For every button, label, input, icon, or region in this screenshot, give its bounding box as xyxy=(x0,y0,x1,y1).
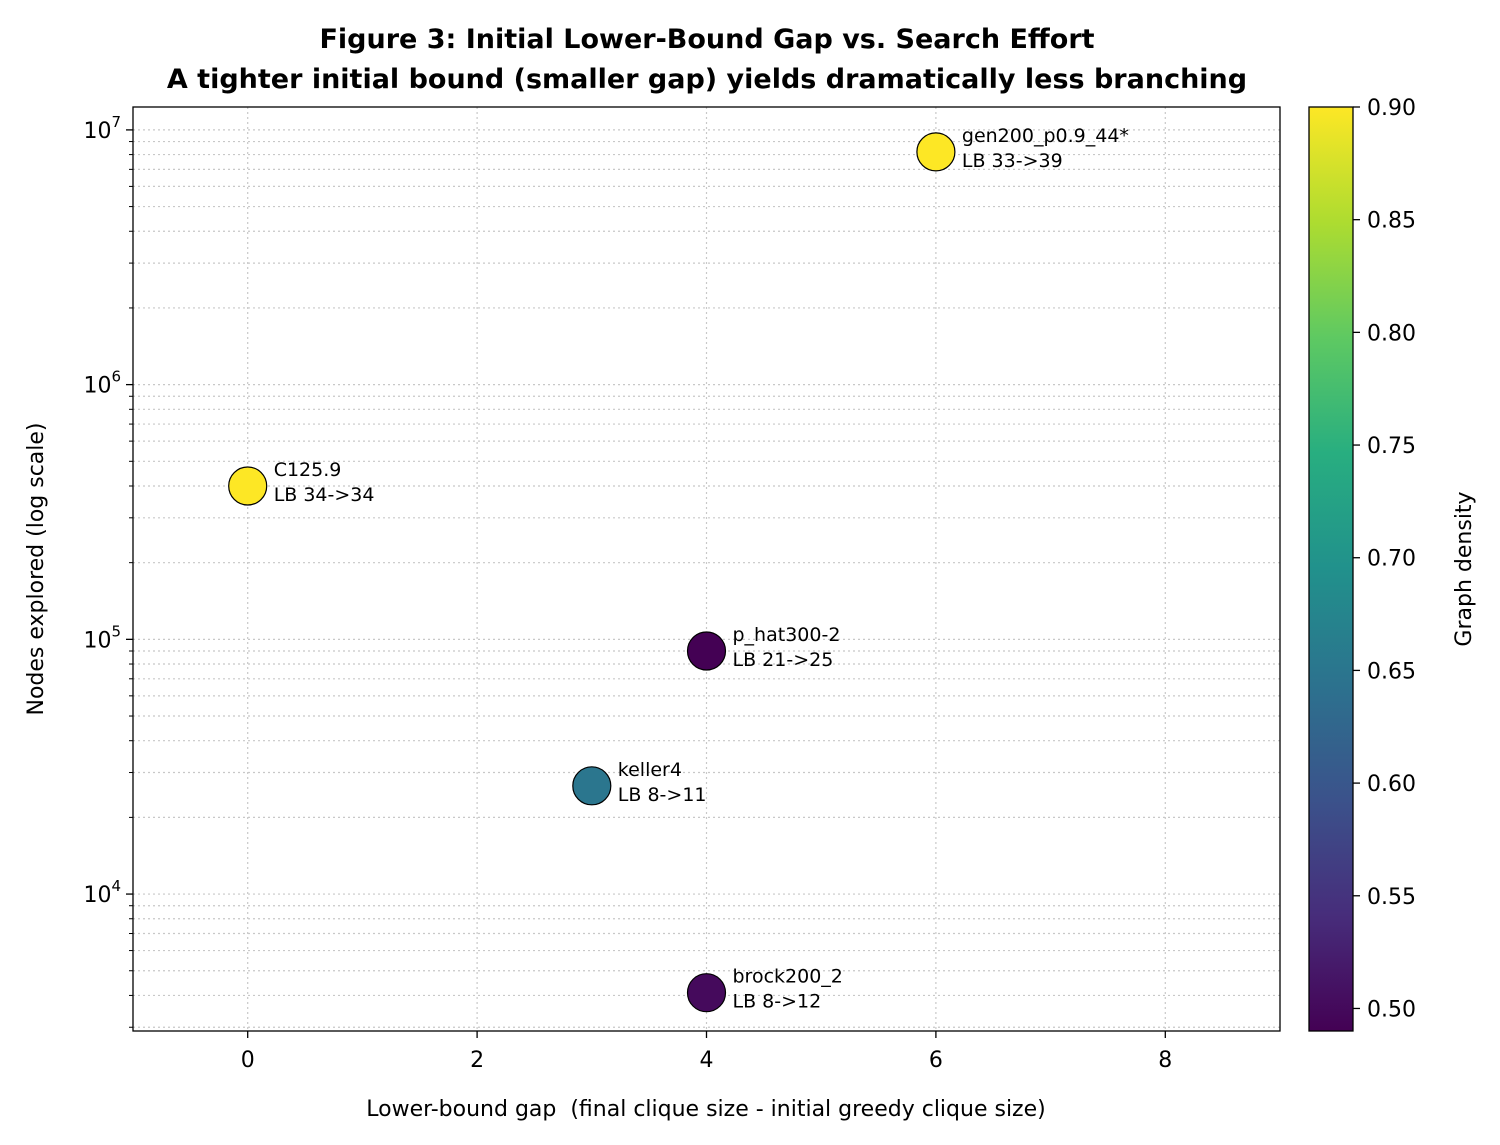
y-tick-base: 10 xyxy=(83,374,111,399)
point-lb-label: LB 8->12 xyxy=(733,991,822,1013)
colorbar-tick-label: 0.80 xyxy=(1367,321,1416,346)
point-name-label: p_hat300-2 xyxy=(733,624,841,646)
y-tick-exponent: 6 xyxy=(111,368,121,386)
grid-lines xyxy=(133,107,1280,1031)
point-lb-label: LB 34->34 xyxy=(274,484,375,506)
x-tick-label: 0 xyxy=(241,1048,255,1073)
plot-area-frame xyxy=(132,106,1281,1032)
y-tick-exponent: 5 xyxy=(111,622,121,640)
x-axis-label: Lower-bound gap (final clique size - ini… xyxy=(366,1097,1045,1122)
y-tick-label: 107 xyxy=(83,113,121,144)
y-tick-base: 10 xyxy=(83,628,111,653)
x-axis-ticks: 0 2 4 6 8 xyxy=(241,1031,1172,1073)
colorbar-tick-label: 0.85 xyxy=(1367,209,1416,234)
colorbar-tick-label: 0.90 xyxy=(1367,96,1416,121)
y-tick-exponent: 4 xyxy=(111,877,121,895)
colorbar-ticks: 0.50 0.55 0.60 0.65 0.70 0.75 0.80 0.85 0.90 xyxy=(1353,96,1416,1022)
data-point xyxy=(916,132,956,172)
point-name-label: keller4 xyxy=(618,759,682,781)
chart-subtitle: A tighter initial bound (smaller gap) yi… xyxy=(167,64,1247,95)
colorbar-tick-label: 0.65 xyxy=(1367,659,1416,684)
point-name-label: gen200_p0.9_44* xyxy=(962,125,1129,147)
data-point xyxy=(686,973,727,1013)
y-tick-label: 105 xyxy=(83,622,121,653)
y-tick-label: 106 xyxy=(83,368,121,399)
chart-title: Figure 3: Initial Lower-Bound Gap vs. Se… xyxy=(319,24,1094,55)
colorbar-tick-label: 0.50 xyxy=(1367,997,1416,1022)
x-tick-label: 8 xyxy=(1158,1048,1172,1073)
colorbar xyxy=(1308,106,1354,1032)
y-tick-exponent: 7 xyxy=(111,113,121,131)
data-point xyxy=(572,766,612,806)
x-tick-label: 6 xyxy=(929,1048,943,1073)
point-lb-label: LB 33->39 xyxy=(962,150,1063,172)
point-lb-label: LB 8->11 xyxy=(618,784,707,806)
colorbar-tick-label: 0.70 xyxy=(1367,547,1416,572)
data-point xyxy=(686,631,727,671)
x-tick-label: 4 xyxy=(700,1048,714,1073)
point-name-label: brock200_2 xyxy=(733,966,843,988)
colorbar-tick-label: 0.75 xyxy=(1367,434,1416,459)
colorbar-tick-label: 0.55 xyxy=(1367,885,1416,910)
y-axis-label: Nodes explored (log scale) xyxy=(24,422,49,715)
point-name-label: C125.9 xyxy=(274,459,342,481)
y-tick-base: 10 xyxy=(83,883,111,908)
colorbar-label: Graph density xyxy=(1452,491,1477,646)
data-points: gen200_p0.9_44* LB 33->39 C125.9 LB 34->34 p… xyxy=(228,125,1129,1013)
y-tick-label: 104 xyxy=(83,877,121,908)
y-tick-base: 10 xyxy=(83,119,111,144)
x-tick-label: 2 xyxy=(470,1048,484,1073)
data-point xyxy=(228,466,268,506)
point-lb-label: LB 21->25 xyxy=(733,649,834,671)
colorbar-tick-label: 0.60 xyxy=(1367,772,1416,797)
